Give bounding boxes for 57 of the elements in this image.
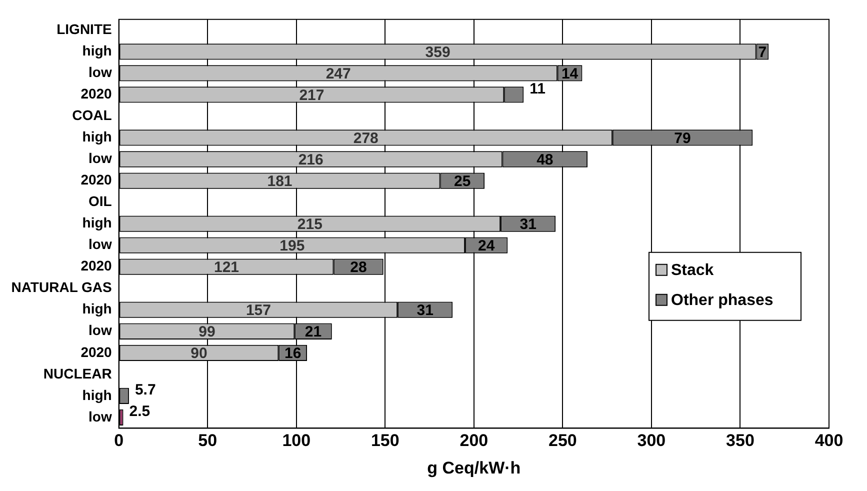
data-label: 195 xyxy=(280,237,305,254)
data-label: 7 xyxy=(758,44,767,61)
data-label: 5.7 xyxy=(134,382,156,399)
data-label: 31 xyxy=(416,302,434,320)
x-tick-label: 50 xyxy=(198,431,218,450)
data-label: 11 xyxy=(530,80,546,98)
y-tick-label: NUCLEAR xyxy=(43,365,112,382)
data-label: 157 xyxy=(246,302,271,320)
data-label: 2.5 xyxy=(129,403,150,420)
y-tick-label: 2020 xyxy=(80,344,112,360)
y-tick-label: low xyxy=(88,236,112,252)
y-tick-label: LIGNITE xyxy=(56,21,112,38)
x-tick-label: 100 xyxy=(282,431,311,450)
y-tick-label: low xyxy=(88,64,112,80)
data-label: 217 xyxy=(299,86,324,104)
y-tick-label: high xyxy=(82,128,112,145)
y-tick-label: high xyxy=(82,42,112,59)
y-tick-label: COAL xyxy=(72,107,112,124)
x-tick-label: 200 xyxy=(460,431,488,450)
data-label: 21 xyxy=(304,324,322,341)
data-label: 247 xyxy=(326,65,351,82)
x-tick-label: 150 xyxy=(370,431,400,450)
x-tick-label: 0 xyxy=(114,431,124,450)
y-tick-label: high xyxy=(82,214,112,231)
data-label: 278 xyxy=(353,130,378,147)
x-tick-label: 250 xyxy=(548,431,577,450)
data-label: 16 xyxy=(284,345,302,362)
data-label: 99 xyxy=(198,324,216,341)
data-label: 216 xyxy=(298,151,324,168)
x-tick-label: 400 xyxy=(814,431,844,450)
y-tick-label: low xyxy=(88,322,112,338)
y-tick-label: high xyxy=(82,386,112,403)
y-tick-label: OIL xyxy=(88,193,112,210)
data-label: 28 xyxy=(350,258,367,276)
data-label: 14 xyxy=(561,65,579,82)
y-tick-label: 2020 xyxy=(80,172,112,188)
data-label: 90 xyxy=(190,345,208,362)
y-tick-label: NATURAL GAS xyxy=(11,279,112,296)
legend-label: Other phases xyxy=(671,292,774,309)
x-tick-label: 300 xyxy=(637,431,666,450)
data-label: 121 xyxy=(214,258,240,276)
y-tick-label: 2020 xyxy=(80,258,112,274)
x-tick-label: 350 xyxy=(726,431,754,450)
data-label: 181 xyxy=(267,172,292,190)
y-tick-label: high xyxy=(82,300,112,317)
y-tick-label: 2020 xyxy=(80,86,112,102)
data-label: 48 xyxy=(536,151,554,168)
legend-label: Stack xyxy=(671,262,714,279)
x-axis-title: g Ceq/kW·h xyxy=(427,458,521,478)
data-label: 359 xyxy=(425,44,450,61)
data-label: 79 xyxy=(674,130,691,147)
data-label: 24 xyxy=(478,237,496,254)
data-label: 31 xyxy=(520,216,536,233)
data-label: 25 xyxy=(454,172,471,190)
y-tick-label: low xyxy=(88,408,112,424)
y-tick-label: low xyxy=(88,150,112,166)
data-label: 215 xyxy=(297,216,322,233)
